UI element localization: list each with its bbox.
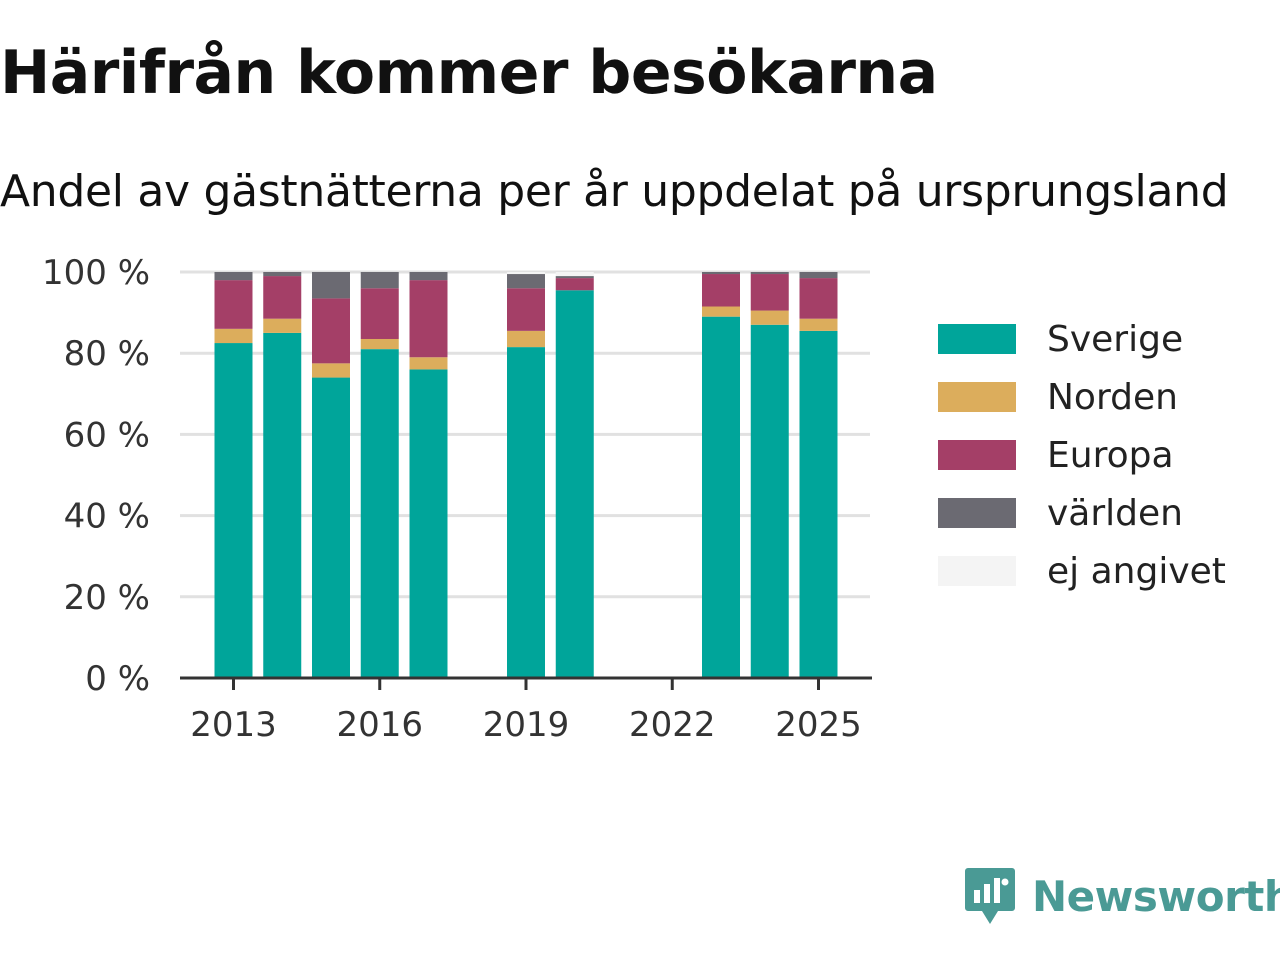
bar-segment <box>750 272 789 275</box>
bar-segment <box>263 276 302 319</box>
bar-segment <box>555 272 594 277</box>
bar-segment <box>263 318 302 333</box>
y-tick-label: 100 % <box>42 253 150 293</box>
bar-segment <box>360 272 399 289</box>
bar-segment <box>799 278 838 319</box>
x-tick-label: 2013 <box>190 705 277 745</box>
bar-segment <box>507 274 545 289</box>
bar-segment <box>507 288 545 331</box>
legend-item-varlden: världen <box>938 484 1226 542</box>
legend-label-europa: Europa <box>1047 434 1174 476</box>
newsworthy-logo: Newsworthy <box>964 866 1280 926</box>
bar-segment <box>799 318 838 331</box>
legend-swatch-varlden <box>938 498 1016 528</box>
bar-segment <box>214 280 253 329</box>
bar-segment <box>360 338 399 350</box>
bar-segment <box>750 310 789 325</box>
bar-segment <box>750 324 789 678</box>
bar-segment <box>750 274 789 311</box>
bar-segment <box>702 272 740 275</box>
legend-label-varlden: världen <box>1047 492 1183 534</box>
legend-swatch-norden <box>938 382 1016 412</box>
bar-segment <box>263 272 302 277</box>
stacked-bar-chart: 0 % 20 % 40 % 60 % 80 % 100 % 2013 2016 2019 202… <box>42 253 872 745</box>
legend-swatch-ej-angivet <box>938 556 1016 586</box>
bars <box>214 272 838 678</box>
bar-segment <box>214 272 253 281</box>
bar-segment <box>409 369 448 678</box>
bar-segment <box>507 347 545 678</box>
legend-label-ej-angivet: ej angivet <box>1047 550 1226 592</box>
bar-segment <box>409 280 448 358</box>
legend-item-norden: Norden <box>938 368 1226 426</box>
legend-swatch-europa <box>938 440 1016 470</box>
y-tick-label: 60 % <box>64 415 150 455</box>
bar-segment <box>312 377 350 678</box>
x-tick-label: 2016 <box>336 705 423 745</box>
bar-segment <box>214 343 253 678</box>
bar-segment <box>214 328 253 344</box>
x-tick-label: 2022 <box>629 705 716 745</box>
bar-segment <box>799 272 838 279</box>
bar-segment <box>360 288 399 339</box>
bar-segment <box>312 298 350 364</box>
chart-subtitle: Andel av gästnätterna per år uppdelat på… <box>0 166 1229 217</box>
bar-segment <box>702 316 740 678</box>
y-tick-label: 0 % <box>85 659 150 699</box>
bar-segment <box>263 332 302 678</box>
legend-swatch-sverige <box>938 324 1016 354</box>
y-tick-label: 80 % <box>64 334 150 374</box>
x-tick-label: 2025 <box>775 705 862 745</box>
bar-segment <box>312 363 350 378</box>
bar-segment <box>702 306 740 317</box>
legend-item-europa: Europa <box>938 426 1226 484</box>
bar-segment <box>555 290 594 678</box>
newsworthy-logo-icon <box>965 868 1015 924</box>
chart-title: Härifrån kommer besökarna <box>0 38 938 108</box>
bar-segment <box>555 276 594 279</box>
bar-segment <box>312 272 350 299</box>
legend-item-ej-angivet: ej angivet <box>938 542 1226 600</box>
y-tick-label: 40 % <box>64 497 150 537</box>
bar-segment <box>555 278 594 291</box>
bar-segment <box>799 330 838 678</box>
y-tick-label: 20 % <box>64 578 150 618</box>
legend-item-sverige: Sverige <box>938 310 1226 368</box>
bar-segment <box>409 357 448 370</box>
bar-segment <box>507 330 545 348</box>
brand-name: Newsworthy <box>1032 871 1280 921</box>
bar-segment <box>702 274 740 307</box>
bar-segment <box>360 349 399 678</box>
bar-segment <box>409 272 448 281</box>
x-tick-label: 2019 <box>483 705 570 745</box>
legend-label-norden: Norden <box>1047 376 1178 418</box>
legend: Sverige Norden Europa världen ej angivet <box>938 310 1226 600</box>
y-axis-ticks: 0 % 20 % 40 % 60 % 80 % 100 % <box>42 253 150 699</box>
bar-segment <box>507 272 545 275</box>
x-axis-ticks: 2013 2016 2019 2022 2025 <box>190 678 862 745</box>
legend-label-sverige: Sverige <box>1047 318 1184 360</box>
